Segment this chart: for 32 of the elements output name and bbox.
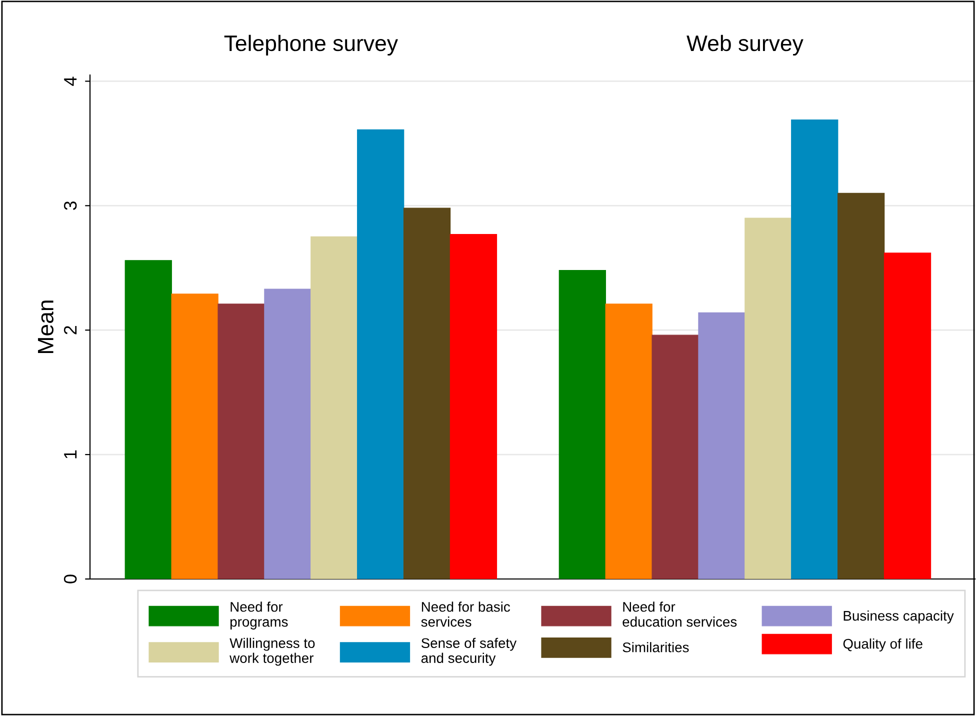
legend-label: Sense of safety and security [421, 638, 517, 666]
bar [744, 218, 792, 579]
y-tick-label: 4 [64, 76, 77, 86]
bar [450, 234, 498, 579]
bar [310, 236, 358, 579]
bar [558, 270, 606, 579]
x-tick-label: Telephone survey [224, 34, 398, 56]
bar [884, 252, 932, 579]
bar [652, 334, 699, 579]
y-tick-label: 0 [64, 574, 77, 584]
legend-label: Need for basic services [421, 602, 510, 627]
y-axis-title: Mean [38, 300, 54, 353]
bar [698, 312, 746, 579]
bar [171, 294, 218, 579]
bar [124, 260, 172, 579]
bar [403, 208, 451, 579]
legend-label: Need for education services [622, 602, 737, 627]
legend-label: Quality of life [843, 638, 922, 652]
bar [605, 304, 652, 579]
x-tick-label: Web survey [686, 34, 804, 56]
bar [357, 129, 404, 579]
bar [264, 288, 312, 579]
bar [791, 119, 838, 579]
legend-label: Similarities [622, 642, 689, 652]
legend-label: Willingness to work together [230, 638, 315, 666]
y-tick-label: 1 [64, 450, 77, 458]
y-tick-label: 3 [64, 201, 77, 210]
bar [218, 304, 265, 579]
y-tick-label: 2 [64, 326, 77, 334]
legend-label: Business capacity [844, 610, 954, 624]
bar [837, 192, 885, 579]
legend-label: Need for programs [230, 602, 288, 630]
